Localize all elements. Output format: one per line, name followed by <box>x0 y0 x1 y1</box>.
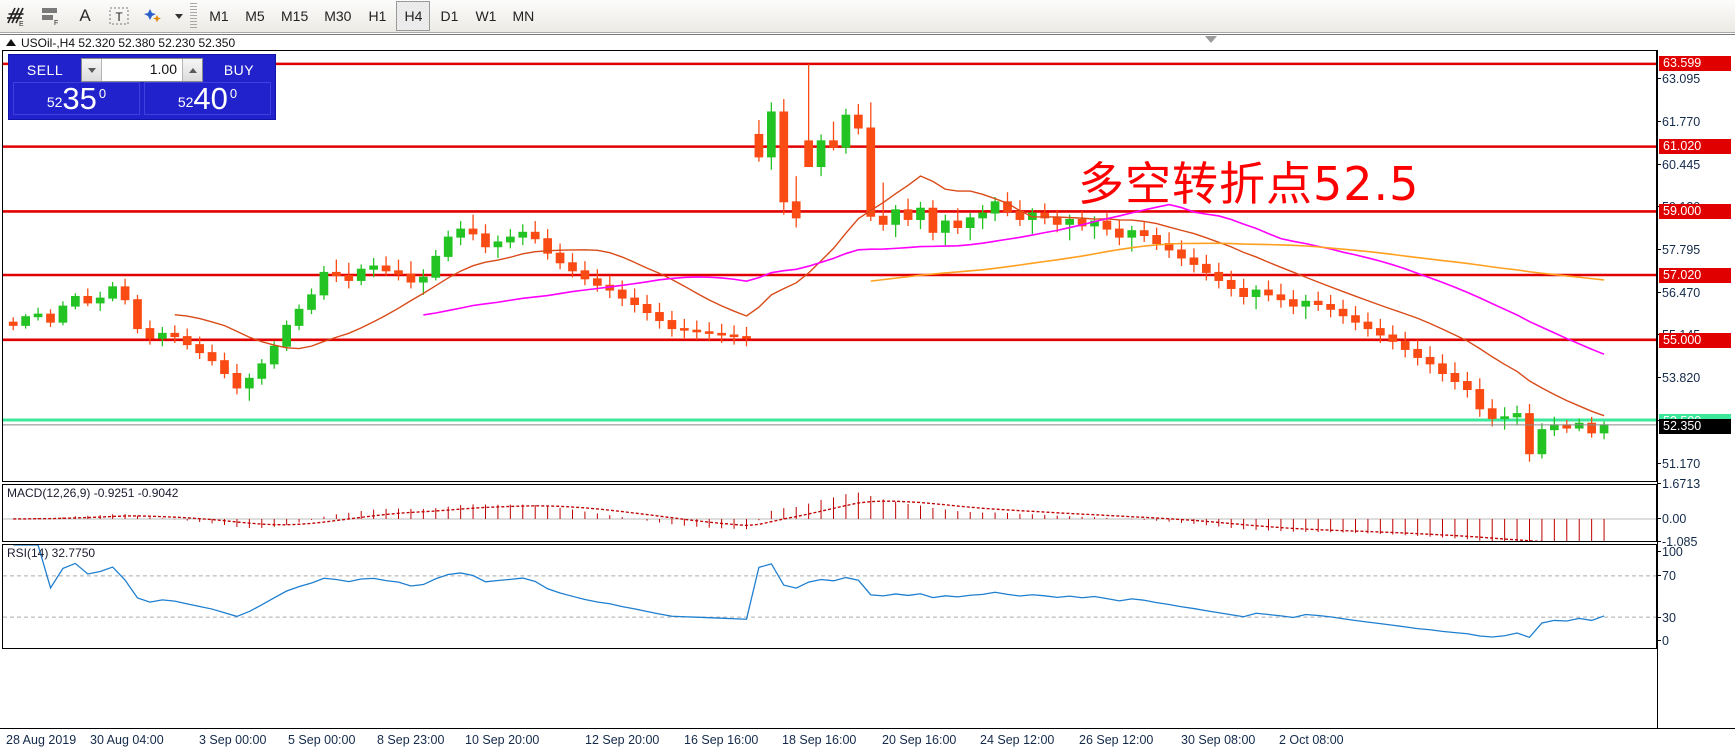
buy-price-main: 40 <box>193 81 228 116</box>
time-tick-2: 3 Sep 00:00 <box>199 733 267 747</box>
macd-tick-0: 1.6713 <box>1657 477 1701 491</box>
time-tick-5: 10 Sep 20:00 <box>465 733 540 747</box>
toolbar-separator <box>190 3 197 29</box>
sell-button[interactable]: SELL <box>26 62 64 78</box>
time-tick-3: 5 Sep 00:00 <box>288 733 356 747</box>
macd-tick-2: -1.085 <box>1657 535 1698 549</box>
price-tick-4: 57.795 <box>1657 243 1701 258</box>
time-tick-9: 20 Sep 16:00 <box>882 733 957 747</box>
symbol-ohlc-text: USOil-,H4 52.320 52.380 52.230 52.350 <box>21 35 236 50</box>
buy-button[interactable]: BUY <box>223 62 255 78</box>
rsi-plot <box>3 545 1656 639</box>
price-level-badge-52.350: 52.350 <box>1659 418 1731 434</box>
collapse-triangle-icon[interactable] <box>6 39 16 46</box>
time-tick-1: 30 Aug 04:00 <box>90 733 164 747</box>
sell-price-main: 35 <box>62 81 97 116</box>
rsi-tick-1: 70 <box>1658 568 1676 583</box>
candlestick-plot <box>3 62 1656 462</box>
price-level-badge-55.000: 55.000 <box>1659 333 1731 349</box>
objects-icon[interactable] <box>136 1 170 32</box>
buy-price-pip: 0 <box>229 86 238 101</box>
timeframe-mn[interactable]: MN <box>512 8 535 24</box>
price-tick-1: 61.770 <box>1657 114 1701 129</box>
time-tick-12: 30 Sep 08:00 <box>1181 733 1256 747</box>
macd-pane[interactable]: MACD(12,26,9) -0.9251 -0.9042 <box>2 484 1657 542</box>
timeframe-m30[interactable]: M30 <box>324 8 352 24</box>
one-click-trading-panel[interactable]: SELL 1.00 BUY 52 35 0 52 40 0 <box>8 54 276 120</box>
timeframe-m15[interactable]: M15 <box>281 8 309 24</box>
rsi-label: RSI(14) 32.7750 <box>7 546 96 560</box>
time-axis[interactable]: 28 Aug 2019 30 Aug 04:00 3 Sep 00:00 5 Sep … <box>0 728 1735 753</box>
price-level-badge-61.020: 61.020 <box>1659 139 1731 155</box>
buy-price-prefix: 52 <box>177 94 194 110</box>
svg-text:T: T <box>115 10 123 24</box>
main-toolbar: E F A T <box>0 0 1735 33</box>
macd-tick-1: 0.00 <box>1657 512 1687 527</box>
timeframe-m5[interactable]: M5 <box>245 8 265 24</box>
chart-scroll-marker-icon[interactable] <box>1205 36 1217 43</box>
sell-price-display[interactable]: 52 35 0 <box>13 82 140 115</box>
price-level-badge-63.599: 63.599 <box>1659 55 1731 71</box>
sell-price-prefix: 52 <box>46 94 63 110</box>
trade-panel-prices: 52 35 0 52 40 0 <box>9 82 275 119</box>
price-pane[interactable] <box>2 50 1657 482</box>
macd-plot <box>3 492 1656 541</box>
rsi-tick-2: 30 <box>1658 610 1676 625</box>
volume-increase-button[interactable] <box>182 59 202 81</box>
text-label-icon[interactable]: T <box>102 1 136 32</box>
volume-decrease-button[interactable] <box>82 59 102 81</box>
price-axis[interactable]: 63.09561.77060.44559.12057.79556.47055.1… <box>1657 50 1735 753</box>
timeframe-w1[interactable]: W1 <box>475 8 497 24</box>
volume-input[interactable]: 1.00 <box>149 61 177 77</box>
volume-stepper[interactable]: 1.00 <box>81 58 203 82</box>
time-tick-0: 28 Aug 2019 <box>6 733 77 747</box>
time-tick-8: 18 Sep 16:00 <box>782 733 857 747</box>
symbol-info-bar: USOil-,H4 52.320 52.380 52.230 52.350 <box>0 34 1735 50</box>
buy-price-display[interactable]: 52 40 0 <box>144 82 271 115</box>
time-tick-4: 8 Sep 23:00 <box>377 733 445 747</box>
time-tick-13: 2 Oct 08:00 <box>1279 733 1344 747</box>
price-level-badge-59.000: 59.000 <box>1659 204 1731 220</box>
chart-annotation-text: 多空转折点52.5 <box>1078 157 1420 211</box>
templates-icon[interactable]: F <box>34 1 68 32</box>
trade-panel-controls: SELL 1.00 BUY <box>9 55 275 82</box>
text-tool-icon[interactable]: A <box>79 6 91 25</box>
time-tick-10: 24 Sep 12:00 <box>980 733 1055 747</box>
time-tick-11: 26 Sep 12:00 <box>1079 733 1154 747</box>
objects-dropdown-icon[interactable] <box>170 1 186 32</box>
price-tick-9: 51.170 <box>1657 456 1701 471</box>
price-tick-2: 60.445 <box>1657 157 1701 172</box>
price-tick-0: 63.095 <box>1657 72 1701 87</box>
timeframe-h1[interactable]: H1 <box>368 8 387 24</box>
timeframe-m1[interactable]: M1 <box>209 8 229 24</box>
price-tick-5: 56.470 <box>1657 285 1701 300</box>
macd-label: MACD(12,26,9) -0.9251 -0.9042 <box>7 486 179 500</box>
chart-area: MACD(12,26,9) -0.9251 -0.9042 RSI(14) 32… <box>0 36 1735 753</box>
rsi-tick-0: 100 <box>1658 545 1683 559</box>
svg-text:E: E <box>19 21 24 27</box>
indicators-icon[interactable]: E <box>0 1 34 32</box>
timeframe-d1[interactable]: D1 <box>440 8 459 24</box>
sell-price-pip: 0 <box>98 86 107 101</box>
price-tick-7: 53.820 <box>1657 371 1701 386</box>
price-level-badge-57.020: 57.020 <box>1659 268 1731 284</box>
rsi-pane[interactable]: RSI(14) 32.7750 <box>2 544 1657 649</box>
rsi-tick-3: 0 <box>1658 634 1669 648</box>
timeframe-h4[interactable]: H4 <box>396 1 431 31</box>
time-tick-6: 12 Sep 20:00 <box>585 733 660 747</box>
svg-text:F: F <box>54 20 58 27</box>
time-tick-7: 16 Sep 16:00 <box>684 733 759 747</box>
